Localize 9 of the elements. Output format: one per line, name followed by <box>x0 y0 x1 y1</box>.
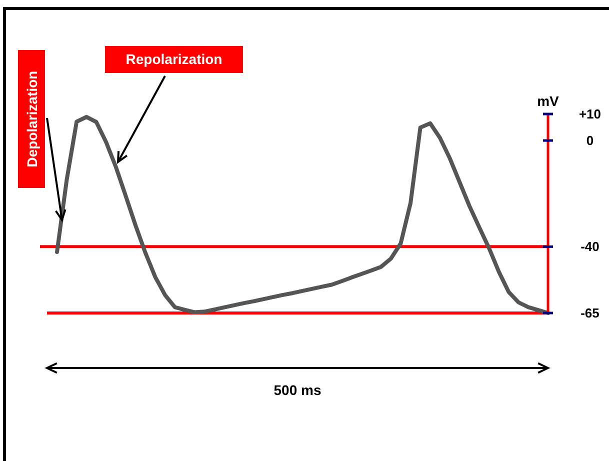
text: 500 ms <box>274 382 322 398</box>
y-tick-label: -65 <box>580 306 600 321</box>
y-tick-label: 0 <box>586 133 594 148</box>
y-tick-label: -40 <box>580 239 600 254</box>
y-tick-label: +10 <box>578 106 602 122</box>
y-axis-title: mV <box>537 93 560 109</box>
text: Repolarization <box>126 51 222 67</box>
text: Depolarization <box>24 70 40 168</box>
line-series <box>55 114 550 315</box>
